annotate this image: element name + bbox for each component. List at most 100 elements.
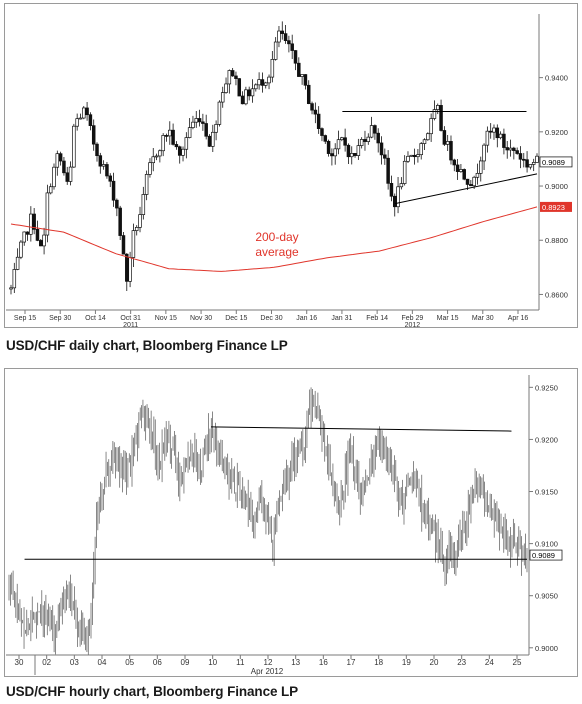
ohlc-bar — [359, 139, 364, 146]
ohlc-bar — [465, 178, 470, 185]
ohlc-bar — [224, 83, 228, 93]
y-tick-label: 0.9000 — [535, 644, 558, 653]
x-tick-label: 19 — [402, 658, 411, 667]
ma-value-label: 0.8923 — [542, 203, 565, 212]
ohlc-bar — [300, 74, 304, 77]
ohlc-bar — [522, 158, 526, 161]
ohlc-bar — [244, 89, 248, 105]
y-tick-label: 0.9150 — [535, 488, 558, 497]
ohlc-bar — [45, 192, 50, 236]
x-tick-label: Jan 31 — [331, 315, 352, 322]
ohlc-bar — [88, 114, 93, 126]
ohlc-bar — [416, 154, 420, 158]
ohlc-bar — [194, 118, 199, 123]
hourly-chart: 0.9250 0.9200 0.9150 0.9100 0.9050 0.9000 30 02… — [6, 375, 563, 676]
ohlc-bar — [366, 136, 371, 142]
ohlc-bar — [330, 153, 334, 157]
ohlc-bar — [452, 159, 457, 166]
ohlc-bar — [280, 30, 285, 34]
ohlc-bar — [220, 92, 225, 103]
ohlc-bar — [439, 105, 443, 131]
ohlc-bar — [379, 142, 384, 156]
hourly-chart-caption: USD/CHF hourly chart, Bloomberg Finance … — [6, 684, 299, 699]
ohlc-bar — [333, 148, 337, 157]
y-tick-label: 0.9400 — [545, 74, 568, 83]
ohlc-bar — [535, 155, 539, 163]
ohlc-bar — [174, 144, 179, 148]
ohlc-bar — [459, 169, 463, 172]
ohlc-bar — [65, 172, 69, 182]
ohlc-bar — [125, 253, 129, 282]
ohlc-bar — [402, 160, 407, 184]
ohlc-bar — [392, 195, 397, 208]
x-tick-label: 10 — [208, 658, 217, 667]
x-tick-label: Mar 30 — [472, 315, 494, 322]
ohlc-bar — [105, 164, 109, 177]
ohlc-bar — [419, 143, 423, 156]
ohlc-bar — [191, 121, 195, 128]
x-tick-label: Oct 31 — [120, 315, 141, 322]
ohlc-bar — [277, 30, 281, 43]
ma-annotation-line2: average — [255, 245, 299, 259]
x-tick-label: 03 — [70, 658, 79, 667]
ohlc-bar — [12, 269, 17, 289]
ohlc-bar — [270, 59, 275, 78]
ohlc-bar — [32, 213, 36, 230]
ohlc-bar — [72, 125, 76, 168]
ohlc-bar — [121, 235, 126, 255]
x-tick-label: Jan 16 — [296, 315, 317, 322]
ohlc-bar — [78, 117, 83, 120]
x-tick-label: Nov 15 — [155, 315, 177, 322]
ohlc-bar — [115, 199, 119, 209]
x-tick-label: 18 — [374, 658, 383, 667]
ohlc-bar — [98, 155, 103, 167]
ohlc-bar — [528, 164, 533, 168]
ohlc-bar — [326, 140, 331, 154]
ohlc-bar — [263, 82, 268, 86]
ohlc-bar — [340, 137, 344, 141]
ohlc-bar — [406, 155, 410, 162]
ohlc-bar — [412, 154, 417, 158]
ohlc-bar — [144, 174, 149, 195]
ohlc-bar — [343, 137, 347, 146]
ohlc-bar — [151, 156, 156, 164]
ohlc-bar — [472, 176, 476, 187]
ohlc-bar — [399, 183, 404, 188]
x-tick-label: 30 — [15, 658, 24, 667]
ohlc-bar — [181, 148, 185, 156]
ohlc-bar — [515, 150, 519, 154]
ohlc-bar — [356, 145, 361, 156]
y-tick-label: 0.9000 — [545, 182, 568, 191]
ohlc-bar — [283, 33, 288, 41]
x-tick-label: 23 — [457, 658, 466, 667]
ohlc-bar — [91, 125, 96, 145]
ohlc-bar — [35, 229, 40, 241]
ohlc-bar — [508, 147, 513, 151]
y-tick-label: 0.8800 — [545, 236, 568, 245]
ohlc-bar — [488, 130, 493, 133]
ohlc-bar — [211, 131, 215, 147]
x-tick-label: 11 — [236, 658, 245, 667]
ohlc-bar — [353, 153, 357, 156]
ohlc-bar — [254, 84, 258, 90]
daily-chart-panel: 0.9400 0.9200 0.9000 0.8800 0.8600 Sep 15 Sep … — [4, 3, 578, 328]
ohlc-bar — [336, 139, 341, 150]
ohlc-bar — [214, 124, 218, 133]
ohlc-bar — [29, 213, 33, 235]
ohlc-bar — [316, 113, 321, 129]
ohlc-bar — [376, 132, 380, 144]
x-tick-label: 04 — [98, 658, 107, 667]
ohlc-bar — [320, 128, 324, 136]
ohlc-bar — [455, 164, 460, 172]
ohlc-bar — [479, 160, 483, 174]
ohlc-bar — [482, 144, 486, 162]
daily-chart: 0.9400 0.9200 0.9000 0.8800 0.8600 Sep 15 Sep … — [6, 14, 573, 327]
ohlc-bar — [267, 76, 271, 84]
x-tick-label: Nov 30 — [190, 315, 212, 322]
ohlc-bar — [171, 129, 175, 145]
ohlc-bar — [131, 230, 136, 258]
ohlc-bar — [449, 141, 453, 161]
y-tick-label: 0.9200 — [535, 435, 558, 444]
ohlc-bar — [9, 287, 13, 290]
ohlc-bar — [429, 118, 433, 135]
